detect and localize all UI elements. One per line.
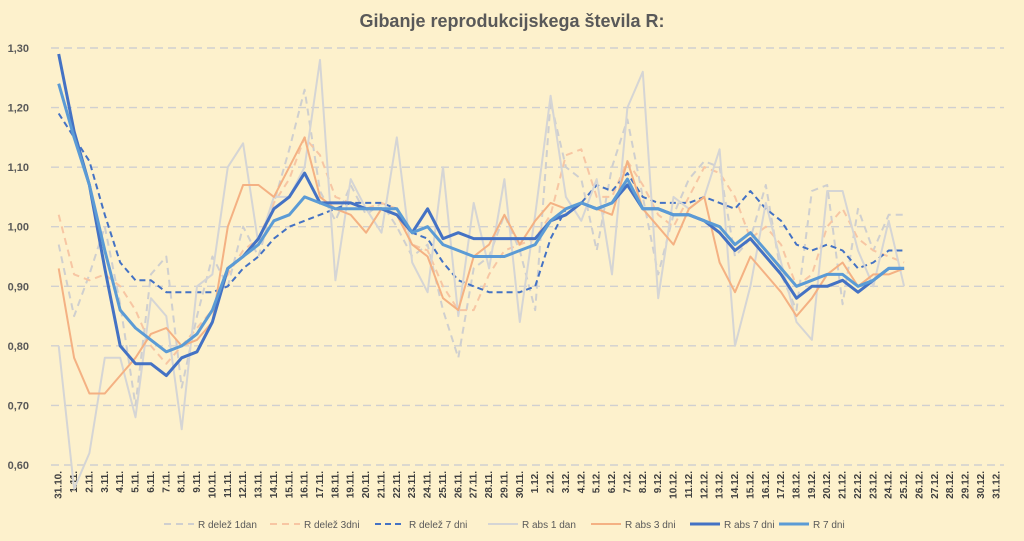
x-tick-label: 26.11. <box>453 471 464 498</box>
x-tick-label: 21.12. <box>838 471 849 499</box>
series-2 <box>57 112 905 294</box>
x-tick-label: 16.11. <box>300 471 311 498</box>
x-tick-label: 10.11. <box>207 471 218 498</box>
x-tick-label: 8.11. <box>177 471 188 493</box>
legend-label: R delež 7 dni <box>409 520 467 531</box>
x-tick-label: 12.11. <box>238 471 249 498</box>
x-tick-label: 14.12. <box>730 471 741 499</box>
legend-label: R delež 3dni <box>304 520 360 531</box>
y-tick-label: 0,80 <box>8 341 29 353</box>
x-tick-label: 25.11. <box>438 471 449 498</box>
x-tick-label: 2.12. <box>546 471 557 493</box>
x-tick-label: 28.11. <box>484 471 495 498</box>
x-tick-label: 7.11. <box>161 471 172 493</box>
x-tick-label: 26.12. <box>914 471 925 499</box>
x-tick-label: 4.12. <box>576 471 587 493</box>
chart-title: Gibanje reprodukcijskega števila R: <box>359 11 664 31</box>
series-line <box>57 83 905 354</box>
x-tick-label: 24.11. <box>423 471 434 498</box>
y-tick-label: 0,60 <box>8 460 29 472</box>
x-tick-label: 12.12. <box>699 471 710 499</box>
x-tick-label: 4.11. <box>115 471 126 493</box>
x-tick-label: 22.12. <box>853 471 864 499</box>
x-tick-label: 18.11. <box>330 471 341 498</box>
x-tick-label: 22.11. <box>392 471 403 498</box>
series-line <box>57 112 905 294</box>
series-line <box>57 53 905 378</box>
y-tick-label: 1,20 <box>8 103 29 115</box>
legend-label: R abs 1 dan <box>522 520 576 531</box>
x-tick-label: 17.11. <box>315 471 326 498</box>
x-tick-label: 15.11. <box>284 471 295 498</box>
x-tick-label: 25.12. <box>899 471 910 499</box>
x-tick-label: 19.12. <box>807 471 818 499</box>
x-tick-label: 11.11. <box>223 471 234 498</box>
series-3 <box>57 58 906 490</box>
series-6 <box>57 83 905 354</box>
x-tick-label: 3.11. <box>100 471 111 493</box>
x-tick-label: 10.12. <box>669 471 680 499</box>
x-tick-label: 15.12. <box>745 471 756 499</box>
series-1 <box>57 136 905 365</box>
x-axis: 31.10. 1.11. 2.11. 3.11. 4.11. 5.11. 6.11. 7.11… <box>54 471 1003 499</box>
y-tick-label: 1,30 <box>8 43 29 55</box>
x-tick-label: 11.12. <box>684 471 695 498</box>
x-tick-label: 7.12. <box>622 471 633 493</box>
x-tick-label: 5.12. <box>592 471 603 493</box>
legend-label: R 7 dni <box>813 520 845 531</box>
y-tick-label: 1,00 <box>8 222 29 234</box>
x-tick-label: 27.12. <box>930 471 941 499</box>
x-tick-label: 18.12. <box>791 471 802 499</box>
x-tick-label: 19.11. <box>346 471 357 498</box>
legend-label: R delež 1dan <box>198 520 257 531</box>
x-tick-label: 14.11. <box>269 471 280 498</box>
x-tick-label: 9.12. <box>653 471 664 493</box>
x-tick-label: 5.11. <box>131 471 142 493</box>
x-tick-label: 27.11. <box>469 471 480 498</box>
series-line <box>57 136 905 395</box>
y-tick-label: 0,90 <box>8 281 29 293</box>
legend: R delež 1dan R delež 3dni R delež 7 dni R a… <box>164 520 845 531</box>
x-tick-label: 31.12. <box>991 471 1002 499</box>
x-tick-label: 6.11. <box>146 471 157 493</box>
x-tick-label: 30.11. <box>515 471 526 498</box>
x-tick-label: 23.11. <box>407 471 418 498</box>
x-tick-label: 6.12. <box>607 471 618 493</box>
x-tick-label: 24.12. <box>884 471 895 499</box>
series-4 <box>57 136 905 395</box>
x-tick-label: 20.11. <box>361 471 372 498</box>
series-line <box>57 136 905 365</box>
x-tick-label: 9.11. <box>192 471 203 493</box>
gridlines <box>51 47 1004 466</box>
x-tick-label: 16.12. <box>761 471 772 499</box>
x-tick-label: 20.12. <box>822 471 833 499</box>
x-tick-label: 1.11. <box>69 471 80 493</box>
x-tick-label: 3.12. <box>561 471 572 493</box>
x-tick-label: 1.12. <box>530 471 541 493</box>
series-5 <box>57 53 905 378</box>
y-tick-label: 1,10 <box>8 162 29 174</box>
series-lines <box>57 53 906 490</box>
x-tick-label: 29.11. <box>499 471 510 498</box>
x-tick-label: 23.12. <box>868 471 879 499</box>
series-line <box>57 88 905 407</box>
y-axis: 0,60 0,70 0,80 0,90 1,00 1,10 1,20 1,30 <box>8 43 29 472</box>
x-tick-label: 29.12. <box>961 471 972 499</box>
x-tick-label: 13.11. <box>254 471 265 498</box>
x-tick-label: 30.12. <box>976 471 987 499</box>
x-tick-label: 28.12. <box>945 471 956 499</box>
legend-label: R abs 7 dni <box>724 520 775 531</box>
x-tick-label: 31.10. <box>54 471 65 499</box>
series-0 <box>57 88 905 407</box>
legend-label: R abs 3 dni <box>625 520 676 531</box>
x-tick-label: 21.11. <box>376 471 387 498</box>
x-tick-label: 8.12. <box>638 471 649 493</box>
y-tick-label: 0,70 <box>8 400 29 412</box>
x-tick-label: 17.12. <box>776 471 787 499</box>
series-line <box>57 58 906 490</box>
x-tick-label: 2.11. <box>84 471 95 493</box>
x-tick-label: 13.12. <box>715 471 726 499</box>
